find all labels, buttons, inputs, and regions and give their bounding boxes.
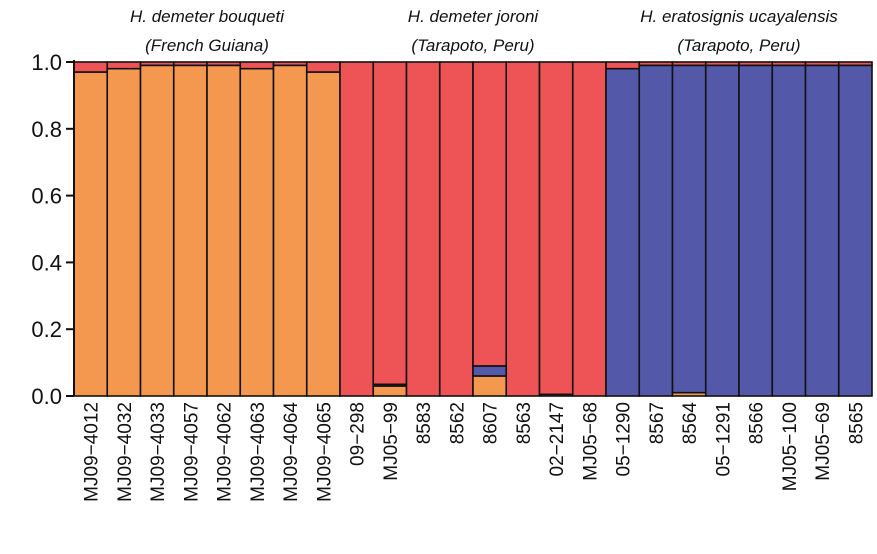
x-category-label: 8566 [747, 402, 768, 444]
bar-segment-red [472, 61, 508, 367]
bar-segment-red [239, 61, 275, 70]
group-label-locality: (French Guiana) [145, 36, 269, 55]
x-category-label: MJ05−69 [813, 402, 834, 481]
x-category-label: MJ09−4062 [215, 402, 236, 502]
x-category-label: 8567 [647, 402, 668, 444]
bar-segment-orange [172, 64, 208, 397]
bar-segment-red [405, 61, 441, 397]
bar-segment-red [704, 61, 740, 67]
bar-segment-red [671, 61, 707, 67]
bars-layer [73, 61, 873, 397]
bar-segment-red [272, 61, 308, 67]
x-category-label: 02−2147 [547, 402, 568, 477]
bar-segment-orange [106, 67, 142, 397]
x-category-label: MJ05−100 [780, 402, 801, 491]
x-category-label: MJ05−99 [381, 402, 402, 481]
bar-segment-blue [804, 64, 840, 397]
group-label-name: H. demeter bouqueti [130, 7, 285, 26]
group-label-name: H. demeter joroni [408, 7, 540, 26]
bar-segment-red [837, 61, 873, 67]
y-tick-label: 0.0 [31, 384, 62, 409]
bar-segment-orange [472, 375, 508, 397]
x-category-label: MJ09−4063 [248, 402, 269, 502]
x-axis-labels: MJ09−4012 MJ09−4032 MJ09−4033 MJ09−4057 MJ09… [82, 402, 868, 502]
y-tick-label: 0.8 [31, 117, 62, 142]
bar-segment-blue [771, 64, 807, 397]
bar-segment-blue [738, 64, 774, 397]
x-category-label: 8562 [447, 402, 468, 444]
x-category-label: MJ05−68 [580, 402, 601, 481]
bar-segment-blue [472, 365, 508, 377]
bar-segment-blue [671, 64, 707, 394]
x-category-label: 8563 [514, 402, 535, 444]
bar-segment-red [738, 61, 774, 67]
x-category-label: 8583 [414, 402, 435, 444]
group-labels: H. demeter bouqueti (French Guiana) H. dem… [130, 7, 838, 55]
group-label-locality: (Tarapoto, Peru) [411, 36, 534, 55]
y-tick-label: 0.6 [31, 184, 62, 209]
y-axis: 0.0 0.2 0.4 0.6 0.8 1.0 [31, 50, 75, 409]
group-label-locality: (Tarapoto, Peru) [677, 36, 800, 55]
bar-segment-red [771, 61, 807, 67]
bar-segment-blue [638, 64, 674, 397]
bar-segment-red [305, 61, 341, 73]
y-tick-label: 1.0 [31, 50, 62, 75]
bar-segment-red [505, 61, 541, 397]
bar-segment-orange [305, 71, 341, 397]
bar-segment-orange [239, 67, 275, 397]
bar-segment-orange [139, 64, 175, 397]
bar-segment-red [372, 61, 408, 386]
bar-segment-blue [837, 64, 873, 397]
bar-segment-orange [272, 64, 308, 397]
group-label-name: H. eratosignis ucayalensis [640, 7, 838, 26]
x-category-label: MJ09−4032 [115, 402, 136, 502]
bar-segment-red [106, 61, 142, 70]
bar-segment-orange [372, 385, 408, 397]
bar-segment-orange [206, 64, 242, 397]
y-tick-label: 0.2 [31, 317, 62, 342]
bar-segment-orange [73, 71, 109, 397]
x-category-label: 05−1290 [614, 402, 635, 477]
x-category-label: 8565 [846, 402, 867, 444]
bar-segment-red [804, 61, 840, 67]
bar-segment-red [438, 61, 474, 397]
bar-segment-red [339, 61, 375, 397]
x-category-label: 8564 [680, 402, 701, 445]
x-category-label: MJ09−4012 [82, 402, 103, 502]
x-category-label: 05−1291 [713, 402, 734, 477]
bar-segment-red [73, 61, 109, 73]
y-tick-label: 0.4 [31, 250, 62, 275]
x-category-label: MJ09−4065 [314, 402, 335, 502]
x-category-label: MJ09−4033 [148, 402, 169, 502]
bar-segment-blue [704, 64, 740, 397]
x-category-label: MJ09−4057 [181, 402, 202, 502]
bar-segment-red [571, 61, 607, 397]
x-category-label: 8607 [481, 402, 502, 444]
bar-segment-blue [605, 67, 641, 397]
bar-segment-red [638, 61, 674, 67]
bar-segment-red [172, 61, 208, 67]
x-category-label: 09−298 [348, 402, 369, 466]
bar-segment-red [206, 61, 242, 67]
x-category-label: MJ09−4064 [281, 402, 302, 502]
bar-segment-red [538, 61, 574, 396]
bar-segment-red [605, 61, 641, 70]
bar-segment-red [139, 61, 175, 67]
